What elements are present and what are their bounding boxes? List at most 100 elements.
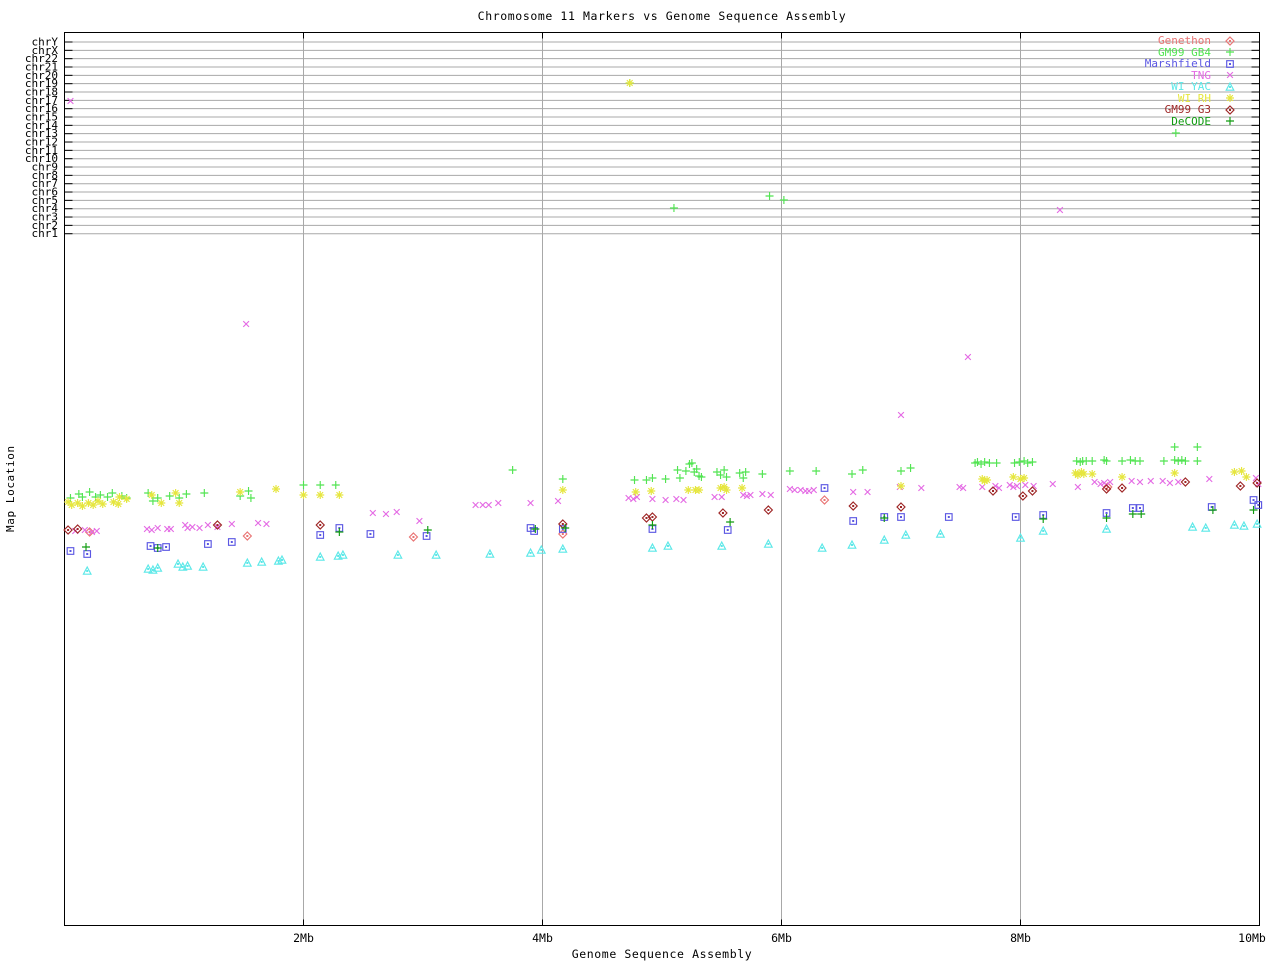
data-point-dot bbox=[561, 528, 564, 530]
x-tick-label: 8Mb bbox=[1010, 931, 1031, 945]
data-point bbox=[335, 524, 344, 532]
data-point bbox=[675, 474, 684, 482]
data-point bbox=[1102, 509, 1111, 517]
data-point bbox=[1101, 484, 1112, 494]
data-point bbox=[630, 476, 639, 484]
legend-item-marshfield: Marshfield bbox=[1145, 58, 1240, 70]
data-point bbox=[148, 497, 157, 505]
y-tick-label: chr19 bbox=[25, 77, 58, 90]
legend-symbol-icon bbox=[1226, 117, 1234, 126]
data-point-dot bbox=[1042, 530, 1045, 532]
data-point bbox=[847, 539, 857, 549]
data-point bbox=[82, 543, 91, 551]
legend-symbol-glyph bbox=[1226, 94, 1234, 103]
data-point bbox=[692, 465, 701, 473]
data-point bbox=[1159, 457, 1168, 465]
data-point bbox=[558, 486, 567, 494]
legend-symbol-icon bbox=[1226, 48, 1234, 57]
data-point bbox=[182, 560, 193, 570]
data-point bbox=[316, 531, 325, 539]
y-tick-label: chr10 bbox=[25, 152, 58, 165]
data-point bbox=[153, 494, 162, 502]
data-point bbox=[81, 526, 89, 534]
y-tick-label: chr3 bbox=[32, 211, 59, 224]
data-point-dot bbox=[206, 543, 209, 545]
data-point bbox=[1254, 501, 1263, 509]
data-point-dot bbox=[86, 553, 89, 555]
data-point bbox=[93, 497, 102, 505]
data-point bbox=[812, 467, 821, 475]
data-point bbox=[896, 502, 906, 512]
data-point bbox=[256, 556, 267, 566]
data-point bbox=[625, 494, 632, 502]
data-point-dot bbox=[852, 520, 855, 522]
data-point bbox=[1088, 457, 1097, 465]
data-point bbox=[741, 468, 750, 476]
data-point-dot bbox=[67, 529, 70, 531]
data-point bbox=[236, 488, 245, 496]
data-point bbox=[631, 488, 640, 496]
data-point bbox=[735, 469, 744, 477]
data-point bbox=[408, 532, 419, 542]
data-point bbox=[1193, 457, 1202, 465]
data-point bbox=[299, 491, 308, 499]
data-point-dot bbox=[1257, 504, 1260, 506]
data-point bbox=[165, 492, 174, 500]
data-point bbox=[143, 525, 151, 533]
data-point bbox=[716, 471, 725, 479]
data-point bbox=[697, 473, 706, 481]
data-point-dot bbox=[1105, 512, 1108, 514]
data-point-dot bbox=[823, 499, 826, 501]
data-point bbox=[204, 540, 212, 548]
data-point-dot bbox=[851, 544, 854, 546]
data-point bbox=[1079, 470, 1088, 478]
data-point bbox=[416, 517, 423, 525]
data-point bbox=[89, 501, 98, 509]
data-point-dot bbox=[488, 553, 491, 555]
y-tick-label: chr11 bbox=[25, 144, 58, 157]
data-point-dot bbox=[720, 545, 723, 547]
data-point-dot bbox=[1233, 524, 1236, 526]
data-point bbox=[1229, 519, 1240, 529]
data-point-dot bbox=[319, 556, 322, 558]
y-tick-label: chr5 bbox=[32, 194, 59, 207]
data-point-dot bbox=[230, 541, 233, 543]
data-point bbox=[84, 499, 93, 507]
data-point bbox=[716, 484, 725, 492]
data-point bbox=[1174, 478, 1182, 486]
series-gm99-gb4 bbox=[66, 79, 1202, 505]
data-point bbox=[536, 544, 547, 554]
data-point bbox=[66, 547, 75, 555]
data-point bbox=[684, 486, 693, 494]
data-point bbox=[122, 495, 131, 503]
data-point bbox=[423, 526, 432, 534]
data-point bbox=[848, 501, 859, 511]
y-tick-label: chr2 bbox=[32, 219, 59, 232]
y-tick-label: chr4 bbox=[32, 202, 59, 215]
data-point-dot bbox=[149, 545, 152, 547]
data-point bbox=[673, 495, 680, 503]
data-point-dot bbox=[561, 533, 564, 535]
legend-item-wi-rh: WI RH bbox=[1145, 92, 1240, 105]
data-point bbox=[1039, 511, 1048, 519]
data-point bbox=[1252, 518, 1262, 528]
data-point bbox=[472, 501, 479, 509]
data-point bbox=[494, 499, 502, 507]
data-point bbox=[1006, 481, 1014, 489]
data-point bbox=[1237, 467, 1246, 475]
data-point-dot bbox=[1256, 482, 1259, 484]
x-axis-title: Genome Sequence Assembly bbox=[571, 947, 753, 961]
chromosome-lanes: chrYchrXchr22chr21chr20chr19chr18chr17ch… bbox=[25, 36, 1260, 240]
data-point bbox=[531, 525, 540, 533]
data-point bbox=[720, 466, 729, 474]
x-tick-label: 2Mb bbox=[293, 931, 314, 945]
data-point bbox=[1038, 525, 1048, 535]
data-point bbox=[83, 550, 92, 558]
data-point bbox=[718, 508, 728, 518]
data-point bbox=[1170, 469, 1179, 477]
data-point-dot bbox=[904, 534, 907, 536]
data-point bbox=[723, 526, 732, 534]
legend-symbol-glyph bbox=[1225, 35, 1235, 46]
data-point bbox=[1073, 471, 1082, 479]
legend-symbol-icon bbox=[1226, 94, 1234, 103]
